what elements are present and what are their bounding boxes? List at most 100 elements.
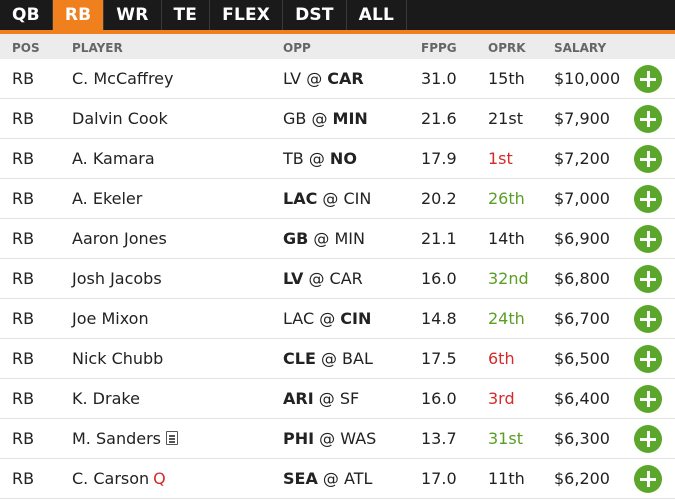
matchup: LAC @ CIN — [283, 189, 372, 208]
tab-dst[interactable]: DST — [283, 0, 347, 30]
table-row[interactable]: RB K. Drake ARI @ SF 16.0 3rd $6,400 — [0, 379, 675, 419]
news-icon[interactable] — [166, 431, 178, 445]
player-name[interactable]: Dalvin Cook — [72, 109, 168, 128]
fppg-value: 16.0 — [421, 389, 457, 408]
player-name[interactable]: Joe Mixon — [72, 309, 149, 328]
player-position: RB — [12, 429, 35, 448]
player-name[interactable]: K. Drake — [72, 389, 140, 408]
add-player-button[interactable] — [634, 265, 662, 293]
table-row[interactable]: RB C. Carson Q SEA @ ATL 17.0 11th $6,200 — [0, 459, 675, 499]
table-row[interactable]: RB C. McCaffrey LV @ CAR 31.0 15th $10,000 — [0, 59, 675, 99]
away-team: ARI — [283, 389, 314, 408]
matchup: TB @ NO — [283, 149, 357, 168]
add-player-button[interactable] — [634, 425, 662, 453]
salary-value: $7,000 — [554, 189, 610, 208]
fppg-value: 17.0 — [421, 469, 457, 488]
table-row[interactable]: RB Aaron Jones GB @ MIN 21.1 14th $6,900 — [0, 219, 675, 259]
player-name-cell: Aaron Jones — [72, 219, 167, 259]
salary-value: $6,300 — [554, 429, 610, 448]
tab-all[interactable]: ALL — [347, 0, 408, 30]
tab-wr[interactable]: WR — [104, 0, 162, 30]
oprk-value: 11th — [488, 469, 525, 488]
player-position: RB — [12, 349, 35, 368]
player-name[interactable]: C. Carson — [72, 469, 150, 488]
player-name-cell: Dalvin Cook — [72, 99, 168, 139]
home-team: CAR — [327, 69, 364, 88]
oprk-value: 14th — [488, 229, 525, 248]
player-name[interactable]: Nick Chubb — [72, 349, 164, 368]
table-row[interactable]: RB Josh Jacobs LV @ CAR 16.0 32nd $6,800 — [0, 259, 675, 299]
matchup: GB @ MIN — [283, 109, 368, 128]
home-team: SF — [339, 389, 360, 408]
column-header-salary[interactable]: SALARY — [554, 41, 607, 55]
player-name-cell: M. Sanders — [72, 419, 178, 459]
salary-value: $10,000 — [554, 69, 621, 88]
fppg-value: 16.0 — [421, 269, 457, 288]
column-header-oprk[interactable]: OPRK — [488, 41, 526, 55]
home-team: ATL — [344, 469, 373, 488]
player-name[interactable]: A. Ekeler — [72, 189, 143, 208]
salary-value: $6,200 — [554, 469, 610, 488]
add-player-button[interactable] — [634, 465, 662, 493]
table-header: POS PLAYER OPP FPPG OPRK SALARY — [0, 34, 675, 59]
column-header-opp[interactable]: OPP — [283, 41, 311, 55]
away-team: LAC — [283, 309, 315, 328]
player-name-cell: Josh Jacobs — [72, 259, 162, 299]
salary-value: $6,500 — [554, 349, 610, 368]
home-team: CIN — [340, 309, 372, 328]
position-tabs: QB RB WR TE FLEX DST ALL — [0, 0, 675, 34]
oprk-value: 26th — [488, 189, 525, 208]
column-header-pos[interactable]: POS — [12, 41, 40, 55]
player-position: RB — [12, 69, 35, 88]
add-player-button[interactable] — [634, 185, 662, 213]
player-name[interactable]: C. McCaffrey — [72, 69, 174, 88]
table-row[interactable]: RB A. Kamara TB @ NO 17.9 1st $7,200 — [0, 139, 675, 179]
salary-value: $7,900 — [554, 109, 610, 128]
salary-value: $6,800 — [554, 269, 610, 288]
player-name[interactable]: Aaron Jones — [72, 229, 167, 248]
salary-value: $6,700 — [554, 309, 610, 328]
player-name[interactable]: Josh Jacobs — [72, 269, 162, 288]
add-player-button[interactable] — [634, 385, 662, 413]
home-team: NO — [329, 149, 357, 168]
away-team: SEA — [283, 469, 318, 488]
add-player-button[interactable] — [634, 105, 662, 133]
fppg-value: 17.5 — [421, 349, 457, 368]
add-player-button[interactable] — [634, 305, 662, 333]
player-name[interactable]: M. Sanders — [72, 429, 161, 448]
tab-rb[interactable]: RB — [52, 0, 105, 30]
oprk-value: 24th — [488, 309, 525, 328]
player-name-cell: K. Drake — [72, 379, 140, 419]
add-player-button[interactable] — [634, 345, 662, 373]
column-header-player[interactable]: PLAYER — [72, 41, 123, 55]
matchup: PHI @ WAS — [283, 429, 377, 448]
home-team: WAS — [340, 429, 377, 448]
tab-flex[interactable]: FLEX — [210, 0, 284, 30]
add-player-button[interactable] — [634, 65, 662, 93]
add-player-button[interactable] — [634, 145, 662, 173]
salary-value: $6,400 — [554, 389, 610, 408]
player-position: RB — [12, 149, 35, 168]
away-team: GB — [283, 109, 307, 128]
table-row[interactable]: RB M. Sanders PHI @ WAS 13.7 31st $6,300 — [0, 419, 675, 459]
fppg-value: 21.1 — [421, 229, 457, 248]
add-player-button[interactable] — [634, 225, 662, 253]
player-name-cell: A. Kamara — [72, 139, 155, 179]
table-row[interactable]: RB A. Ekeler LAC @ CIN 20.2 26th $7,000 — [0, 179, 675, 219]
player-position: RB — [12, 269, 35, 288]
column-header-fppg[interactable]: FPPG — [421, 41, 457, 55]
oprk-value: 21st — [488, 109, 523, 128]
table-row[interactable]: RB Dalvin Cook GB @ MIN 21.6 21st $7,900 — [0, 99, 675, 139]
tab-te[interactable]: TE — [162, 0, 211, 30]
home-team: MIN — [334, 229, 366, 248]
fppg-value: 17.9 — [421, 149, 457, 168]
tab-qb[interactable]: QB — [0, 0, 53, 30]
player-position: RB — [12, 309, 35, 328]
player-name-cell: A. Ekeler — [72, 179, 142, 219]
player-name[interactable]: A. Kamara — [72, 149, 155, 168]
table-row[interactable]: RB Nick Chubb CLE @ BAL 17.5 6th $6,500 — [0, 339, 675, 379]
matchup: GB @ MIN — [283, 229, 366, 248]
table-row[interactable]: RB Joe Mixon LAC @ CIN 14.8 24th $6,700 — [0, 299, 675, 339]
player-table: RB C. McCaffrey LV @ CAR 31.0 15th $10,000 RB D… — [0, 59, 675, 499]
salary-value: $7,200 — [554, 149, 610, 168]
